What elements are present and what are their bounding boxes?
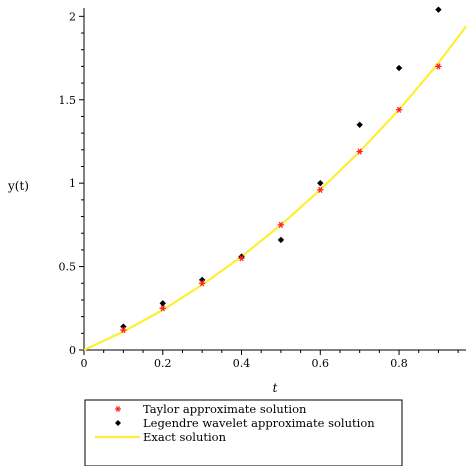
taylor-point [435,63,442,70]
legendre-point [317,179,324,187]
taylor-point [198,280,206,287]
legend-marker-legendre [115,420,121,426]
legendre-point [277,236,285,244]
x-tick-label: 0.8 [390,357,408,370]
y-tick-label: 1.5 [59,94,77,107]
taylor-point [356,148,363,155]
legend-entry-label: Exact solution [143,430,227,444]
legendre-point [395,64,403,72]
x-axis-label: t [273,381,278,395]
y-axis-label: y(t) [7,179,29,193]
taylor-point [395,106,403,113]
taylor-point [277,221,285,228]
taylor-point [317,186,324,193]
y-tick-label: 1 [69,177,76,190]
y-tick-label: 0.5 [59,261,77,274]
taylor-point [120,326,127,334]
x-tick-label: 0.6 [312,357,330,370]
legendre-point [435,6,442,13]
legend-entry-label: Legendre wavelet approximate solution [143,416,375,430]
x-tick-label: 0.4 [233,357,251,370]
axes: 0 0.2 0.4 0.6 0.8 0 0.5 1 1.5 2 [59,8,466,370]
x-tick-label: 0.2 [154,357,172,370]
legend-box [84,399,403,466]
legend-entry-label: Taylor approximate solution [143,402,307,416]
x-tick-label: 0 [81,357,88,370]
legend-marker-taylor [115,406,121,412]
exact-solution-line [83,25,467,351]
taylor-point [238,255,245,262]
taylor-point [159,305,166,312]
y-tick-label: 0 [69,344,76,357]
legendre-point [356,121,363,128]
series-layer [83,6,467,351]
legendre-point [159,300,166,307]
y-tick-label: 2 [69,10,76,23]
